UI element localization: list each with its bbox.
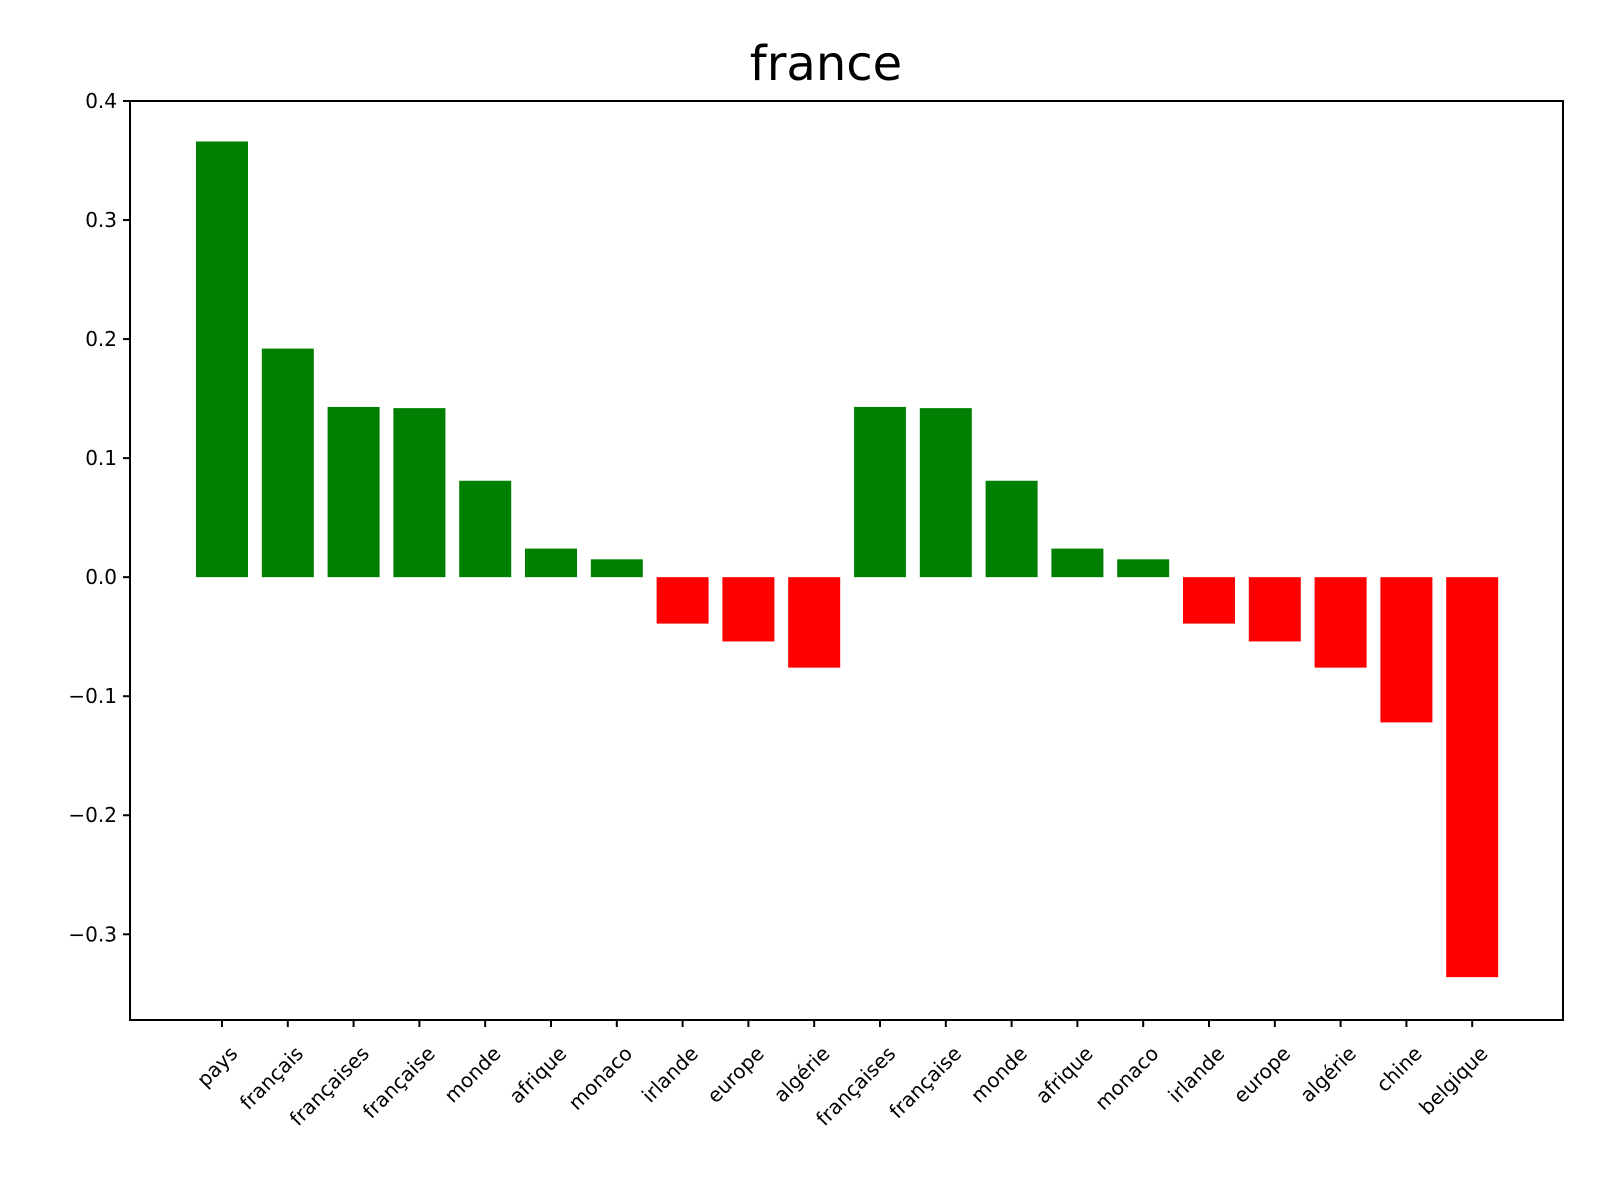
x-tick-label: europe — [702, 1041, 768, 1107]
chart-title: france — [750, 36, 902, 92]
axes-frame — [129, 100, 1564, 1021]
bar-2 — [261, 348, 314, 578]
bar-17 — [1248, 577, 1301, 642]
bar-6 — [525, 548, 577, 578]
bar-11 — [854, 406, 906, 578]
bar-15 — [1117, 559, 1170, 578]
y-tick-label: 0.3 — [85, 208, 117, 232]
bar-8 — [656, 577, 709, 624]
bar-7 — [590, 559, 643, 578]
bar-13 — [985, 480, 1038, 578]
y-tick-label: −0.1 — [68, 684, 117, 708]
x-tick-label: belgique — [1414, 1041, 1492, 1119]
bar-3 — [327, 406, 380, 578]
x-tick-label: monde — [966, 1041, 1032, 1107]
bar-14 — [1051, 548, 1104, 578]
bar-18 — [1314, 577, 1367, 668]
bars — [196, 141, 1499, 978]
x-tick-label: algérie — [1295, 1041, 1361, 1107]
bar-20 — [1446, 577, 1499, 978]
bar-10 — [788, 577, 841, 668]
y-tick-label: 0.0 — [85, 565, 117, 589]
bar-19 — [1380, 577, 1433, 723]
x-tick-label: irlande — [1163, 1041, 1229, 1107]
x-tick-label: pays — [192, 1041, 242, 1091]
x-tick-label: algérie — [769, 1041, 835, 1107]
x-tick-label: monde — [439, 1041, 505, 1107]
bar-1 — [196, 141, 248, 578]
bar-4 — [393, 408, 446, 578]
x-tick-label: chine — [1371, 1041, 1426, 1096]
bar-5 — [459, 480, 512, 578]
x-tick-label: française — [358, 1041, 440, 1123]
y-tick-label: −0.2 — [68, 803, 117, 827]
x-tick-label: monaco — [564, 1041, 637, 1114]
bar-9 — [722, 577, 775, 642]
x-tick-label: française — [884, 1041, 966, 1123]
y-tick-label: 0.1 — [85, 446, 117, 470]
x-tick-label: afrique — [1031, 1041, 1098, 1108]
x-tick-label: europe — [1229, 1041, 1295, 1107]
y-axis: 0.4 0.3 0.2 0.1 0.0 −0.1 −0.2 −0.3 — [68, 89, 130, 946]
y-tick-label: 0.4 — [85, 89, 117, 113]
bar-16 — [1183, 577, 1235, 624]
x-tick-label: irlande — [637, 1041, 703, 1107]
x-tick-label: monaco — [1090, 1041, 1163, 1114]
y-tick-label: 0.2 — [85, 327, 117, 351]
y-tick-label: −0.3 — [68, 922, 117, 946]
x-tick-label: afrique — [504, 1041, 571, 1108]
bar-12 — [919, 408, 972, 578]
